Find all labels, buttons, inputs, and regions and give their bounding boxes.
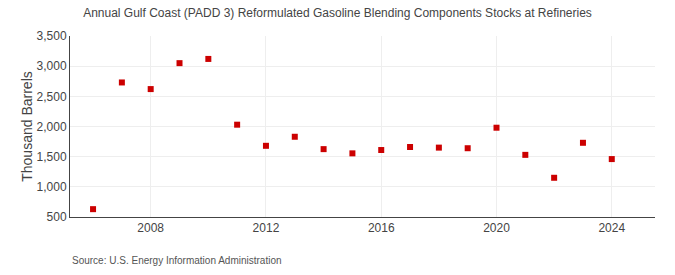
svg-text:Source: U.S. Energy Informatio: Source: U.S. Energy Information Administ… [72, 255, 282, 266]
svg-text:1,000: 1,000 [37, 180, 67, 194]
svg-text:2024: 2024 [598, 221, 625, 235]
svg-text:2012: 2012 [253, 221, 280, 235]
svg-text:2,500: 2,500 [37, 90, 67, 104]
svg-text:2008: 2008 [137, 221, 164, 235]
svg-text:3,500: 3,500 [37, 29, 67, 43]
svg-text:2016: 2016 [368, 221, 395, 235]
svg-text:3,000: 3,000 [37, 59, 67, 73]
svg-text:2020: 2020 [483, 221, 510, 235]
svg-text:500: 500 [47, 210, 67, 224]
svg-text:1,500: 1,500 [37, 150, 67, 164]
svg-text:2,000: 2,000 [37, 120, 67, 134]
svg-text:Thousand Barrels: Thousand Barrels [19, 71, 35, 182]
svg-text:Annual Gulf Coast (PADD 3) Ref: Annual Gulf Coast (PADD 3) Reformulated … [83, 6, 592, 20]
